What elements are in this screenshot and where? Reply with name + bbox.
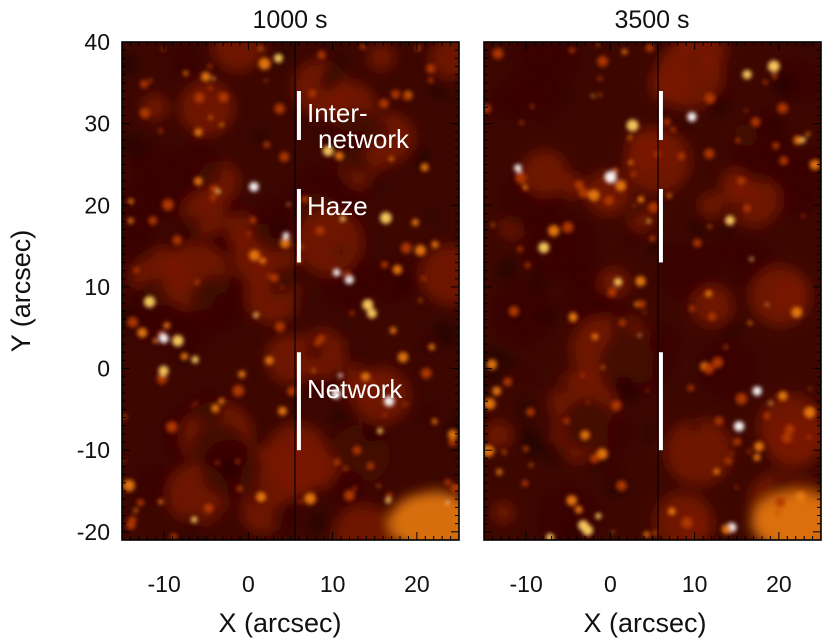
x-tick-label: 10 (320, 571, 346, 597)
y-tick-label: 30 (84, 111, 110, 137)
region-network: Network (296, 352, 403, 451)
y-tick-label: 0 (97, 356, 110, 382)
panel-title-right: 3500 s (614, 6, 689, 34)
axis-ticks-right (483, 41, 822, 541)
region-marker-network-right (658, 352, 663, 451)
x-tick-labels: -10 0 10 20 -10 0 10 20 (148, 571, 792, 597)
region-label-haze: Haze (307, 191, 368, 221)
region-marker-internetwork-right (658, 90, 663, 140)
panel-right: 3500 s (483, 6, 822, 541)
axis-ticks-left (121, 41, 460, 541)
x-tick-label: -10 (510, 571, 543, 597)
y-tick-labels: 40 30 20 10 0 -10 -20 (77, 29, 110, 545)
y-tick-label: 40 (84, 29, 110, 55)
y-tick-label: 10 (84, 274, 110, 300)
x-tick-label: 10 (682, 571, 708, 597)
region-label-network: Network (307, 374, 403, 404)
region-haze: Haze (296, 188, 368, 263)
y-tick-label: -20 (77, 519, 110, 545)
y-tick-label: -10 (77, 437, 110, 463)
region-label-internetwork-line2: network (318, 124, 410, 154)
region-internetwork: Inter- network (296, 90, 410, 154)
x-tick-label: 20 (404, 571, 430, 597)
x-tick-label: 0 (242, 571, 255, 597)
x-axis-title-left: X (arcsec) (218, 608, 341, 638)
solar-image-left (122, 42, 459, 540)
y-axis-title: Y (arcsec) (6, 230, 36, 353)
x-tick-label: -10 (148, 571, 181, 597)
region-marker-haze-right (658, 188, 663, 263)
x-tick-label: 0 (604, 571, 617, 597)
panel-title-left: 1000 s (252, 6, 327, 34)
x-axis-title-right: X (arcsec) (583, 608, 706, 638)
x-tick-label: 20 (766, 571, 792, 597)
region-label-internetwork-line1: Inter- (307, 98, 368, 128)
panel-left: 1000 s Inter- network Haze Network (121, 6, 460, 541)
y-tick-label: 20 (84, 192, 110, 218)
